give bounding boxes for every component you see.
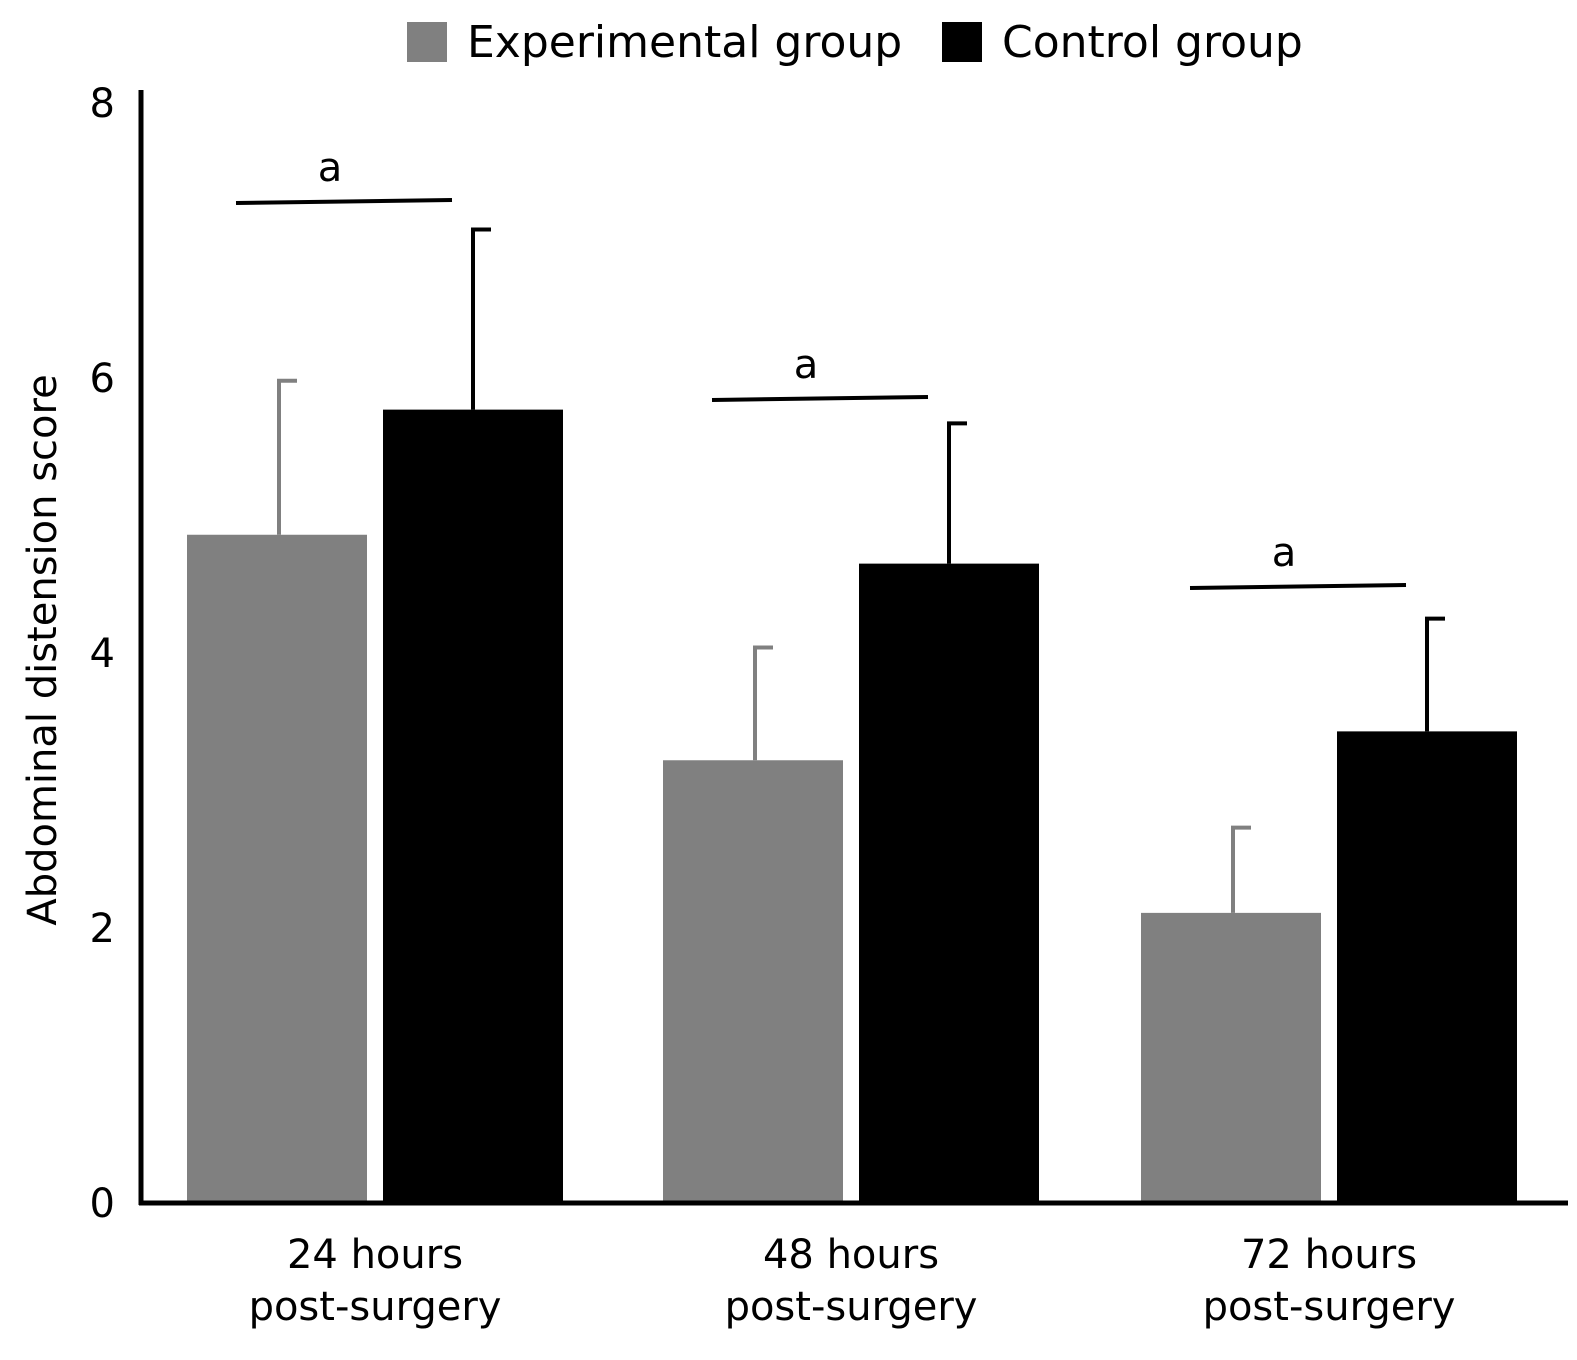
bar-experimental: [663, 760, 843, 1203]
bar-control: [859, 563, 1039, 1203]
bar-control: [1337, 731, 1517, 1203]
significance-line: [711, 395, 929, 402]
x-tick-label: 48 hours: [763, 1232, 939, 1278]
significance-label: a: [794, 342, 819, 388]
y-tick-label: 8: [90, 81, 115, 127]
legend-label-control: Control group: [1002, 17, 1303, 68]
y-tick-label: 2: [90, 906, 115, 952]
significance-label: a: [1272, 530, 1297, 576]
significance-line: [235, 198, 453, 205]
x-tick-label: post-surgery: [725, 1284, 978, 1330]
y-tick-label: 6: [90, 356, 115, 402]
legend: Experimental group Control group: [407, 17, 1303, 68]
x-tick-label: post-surgery: [249, 1284, 502, 1330]
x-tick-label: 24 hours: [287, 1232, 463, 1278]
x-tick-label: post-surgery: [1203, 1284, 1456, 1330]
significance-line: [1189, 583, 1407, 590]
y-axis-label: Abdominal distension score: [20, 374, 66, 925]
y-tick-label: 4: [90, 631, 115, 677]
legend-swatch-control: [942, 22, 982, 62]
significance-label: a: [318, 145, 343, 191]
legend-label-experimental: Experimental group: [467, 17, 902, 68]
x-tick-label: 72 hours: [1241, 1232, 1417, 1278]
bar-experimental: [1141, 912, 1321, 1203]
bar-control: [383, 409, 563, 1203]
y-tick-label: 0: [90, 1181, 115, 1227]
bar-experimental: [187, 534, 367, 1203]
legend-swatch-experimental: [407, 22, 447, 62]
